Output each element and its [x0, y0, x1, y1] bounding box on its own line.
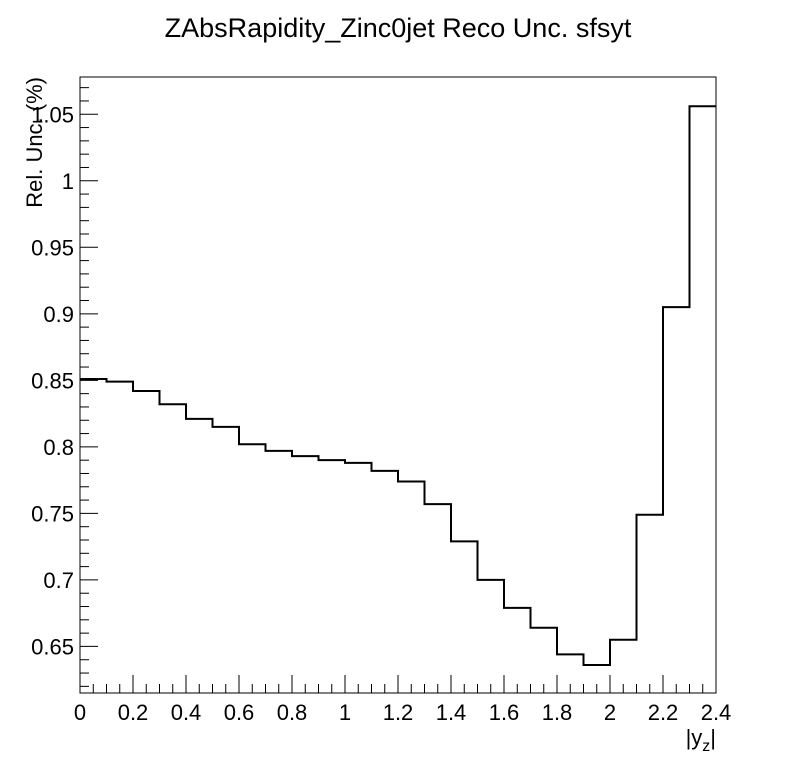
y-tick-label: 0.65: [31, 634, 74, 659]
y-tick-label: 0.9: [43, 302, 74, 327]
x-axis-title-main: |y: [686, 725, 703, 750]
x-axis-title: |yz|: [686, 725, 716, 755]
x-axis-title-subscript: z: [702, 738, 710, 755]
y-tick-label: 0.85: [31, 368, 74, 393]
x-tick-label: 2.2: [648, 700, 679, 725]
x-tick-label: 0.4: [171, 700, 202, 725]
y-axis-tick-labels: 0.65 0.7 0.75 0.8 0.85 0.9 0.95 1 1.05: [31, 102, 74, 659]
x-axis-ticks: [79, 675, 717, 693]
y-axis-ticks: [80, 87, 98, 687]
x-tick-label: 2: [604, 700, 616, 725]
x-tick-label: 0: [74, 700, 86, 725]
x-tick-label: 0.6: [224, 700, 255, 725]
y-tick-label: 1.05: [31, 102, 74, 127]
y-tick-label: 0.75: [31, 501, 74, 526]
x-tick-label: 1: [339, 700, 351, 725]
x-tick-label: 1.6: [489, 700, 520, 725]
x-tick-label: 2.4: [701, 700, 732, 725]
x-tick-label: 0.8: [277, 700, 308, 725]
x-axis-title-end: |: [710, 725, 716, 750]
chart-title: ZAbsRapidity_Zinc0jet Reco Unc. sfsyt: [165, 13, 632, 43]
series-step-line: [80, 105, 716, 667]
x-tick-label: 1.8: [542, 700, 573, 725]
plot-frame: [79, 76, 717, 694]
y-axis-title: Rel. Unc. (%): [22, 77, 47, 208]
x-axis-tick-labels: 0 0.2 0.4 0.6 0.8 1 1.2 1.4 1.6 1.8 2 2.2 2.4: [74, 700, 731, 725]
y-tick-label: 0.7: [43, 568, 74, 593]
x-tick-label: 1.4: [436, 700, 467, 725]
y-tick-label: 0.95: [31, 235, 74, 260]
x-tick-label: 1.2: [383, 700, 414, 725]
y-tick-label: 1: [62, 169, 74, 194]
x-tick-label: 0.2: [118, 700, 149, 725]
y-tick-label: 0.8: [43, 435, 74, 460]
